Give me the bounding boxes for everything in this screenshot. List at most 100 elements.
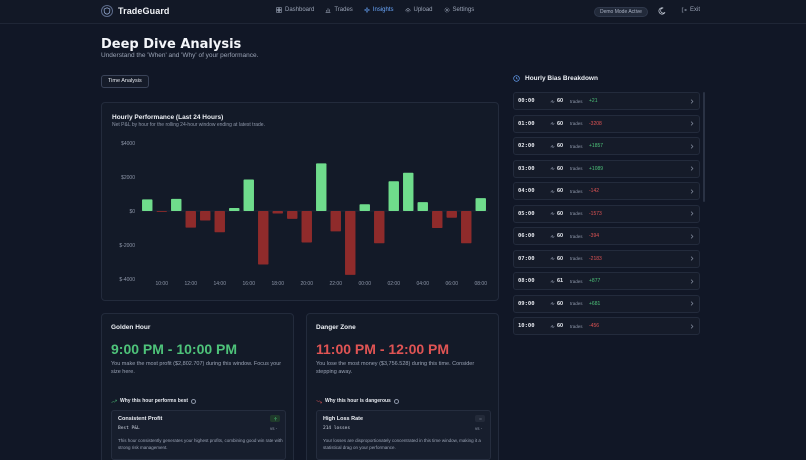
bias-row[interactable]: 06:00 60 trades -394 [513, 227, 700, 245]
bias-row[interactable]: 09:00 60 trades +681 [513, 294, 700, 313]
bar-0900[interactable] [142, 199, 153, 211]
bar-1900[interactable] [287, 211, 298, 219]
bias-pnl: -3208 [589, 120, 602, 127]
bias-trades-label: trades [570, 98, 583, 104]
bar-1200[interactable] [185, 211, 196, 228]
chevron-right-icon [690, 143, 694, 149]
logout-icon [681, 7, 687, 13]
bar-1800[interactable] [272, 211, 283, 214]
nav-item-upload[interactable]: Upload [405, 7, 433, 13]
x-tick-label: 00:00 [358, 281, 371, 287]
nav-item-settings[interactable]: Settings [444, 7, 474, 13]
bar-2000[interactable] [301, 211, 312, 243]
golden-reason-badge [270, 415, 280, 422]
danger-why-label: Why this hour is dangerous [325, 398, 391, 404]
bias-row[interactable]: 07:00 60 trades -2183 [513, 249, 700, 268]
activity-icon [550, 143, 555, 149]
golden-reason-title: Consistent Profit [118, 416, 163, 422]
bar-1400[interactable] [214, 211, 225, 233]
exit-button[interactable]: Exit [681, 7, 700, 13]
bar-0700[interactable] [461, 211, 472, 244]
nav-label: Trades [334, 7, 353, 13]
activity-icon [550, 188, 555, 194]
bias-count: 60 [557, 120, 564, 127]
info-icon[interactable] [191, 398, 197, 404]
bias-pnl: -142 [589, 188, 600, 194]
x-tick-label: 04:00 [416, 281, 429, 287]
bias-hour: 03:00 [518, 165, 535, 172]
bias-row[interactable]: 03:00 60 trades +1089 [513, 159, 700, 178]
bar-1100[interactable] [171, 198, 182, 211]
bar-0800[interactable] [475, 198, 486, 211]
dash-icon [478, 418, 482, 419]
activity-icon [550, 323, 555, 329]
tab-time-analysis[interactable]: Time Analysis [101, 75, 149, 88]
bar-1300[interactable] [200, 211, 211, 221]
x-tick-label: 18:00 [271, 281, 284, 287]
dashboard-icon [276, 7, 282, 13]
bias-row[interactable]: 02:00 60 trades +1857 [513, 137, 700, 155]
bar-0600[interactable] [446, 211, 457, 218]
bar-1700[interactable] [258, 211, 269, 265]
bias-trades-label: trades [570, 121, 583, 126]
bar-1600[interactable] [243, 179, 254, 211]
demo-mode-badge: Demo Mode Active [594, 7, 648, 17]
bias-row[interactable]: 05:00 60 trades -1573 [513, 204, 700, 223]
moon-icon[interactable] [658, 7, 666, 15]
nav-item-dashboard[interactable]: Dashboard [276, 7, 314, 13]
bias-row[interactable]: 04:00 60 trades -142 [513, 182, 700, 200]
brand[interactable]: TradeGuard [101, 5, 170, 17]
bias-row[interactable]: 01:00 60 trades -3208 [513, 114, 700, 133]
bias-row[interactable]: 10:00 60 trades -456 [513, 317, 700, 335]
bar-0500[interactable] [432, 211, 443, 228]
bias-pnl: +21 [589, 98, 598, 104]
info-icon[interactable] [393, 398, 399, 404]
bar-0400[interactable] [417, 202, 428, 211]
bar-2300[interactable] [345, 211, 356, 275]
golden-reason-text: This hour consistently generates your hi… [118, 438, 283, 450]
bias-trades-label: trades [570, 188, 583, 194]
bar-2200[interactable] [330, 211, 341, 232]
bias-count: 60 [557, 210, 564, 217]
bar-1000[interactable] [156, 211, 167, 212]
bias-count: 61 [557, 278, 564, 284]
bar-0200[interactable] [388, 181, 399, 211]
bar-0100[interactable] [374, 211, 385, 244]
golden-hour-time: 9:00 PM - 10:00 PM [111, 341, 238, 357]
bias-trades-label: trades [570, 301, 583, 306]
chevron-right-icon [690, 188, 694, 194]
golden-reason-vs: vs - [270, 426, 278, 431]
chevron-right-icon [690, 211, 694, 216]
chevron-right-icon [690, 98, 694, 104]
chevron-right-icon [690, 256, 694, 261]
bias-pnl: -1573 [589, 210, 602, 217]
y-tick-label: $-4000 [119, 277, 135, 283]
arrow-up-icon [273, 416, 277, 420]
x-tick-label: 02:00 [387, 281, 400, 287]
bias-count: 60 [557, 323, 564, 329]
danger-reason-vs: vs - [475, 426, 483, 431]
bar-2100[interactable] [316, 163, 327, 211]
bias-hour: 07:00 [518, 255, 535, 262]
bar-1500[interactable] [229, 207, 240, 211]
x-tick-label: 14:00 [213, 281, 226, 287]
danger-reason-metric: 214 losses [323, 426, 351, 431]
bias-trades-label: trades [570, 233, 583, 239]
activity-icon [550, 301, 555, 306]
bar-0300[interactable] [403, 172, 414, 211]
bias-row[interactable]: 08:00 61 trades +877 [513, 272, 700, 290]
chevron-right-icon [690, 301, 694, 306]
nav-item-insights[interactable]: Insights [363, 7, 394, 13]
bias-hour: 01:00 [518, 120, 535, 127]
activity-icon [550, 166, 555, 171]
danger-zone-time: 11:00 PM - 12:00 PM [316, 341, 450, 357]
chevron-right-icon [690, 278, 694, 284]
activity-icon [550, 278, 555, 284]
bias-scrollbar[interactable] [703, 92, 705, 202]
x-tick-label: 12:00 [184, 281, 197, 287]
nav-item-trades[interactable]: Trades [325, 7, 353, 13]
bias-pnl: -2183 [589, 255, 602, 262]
y-tick-label: $0 [129, 209, 135, 215]
bar-0000[interactable] [359, 204, 370, 211]
bias-row[interactable]: 00:00 60 trades +21 [513, 92, 700, 110]
